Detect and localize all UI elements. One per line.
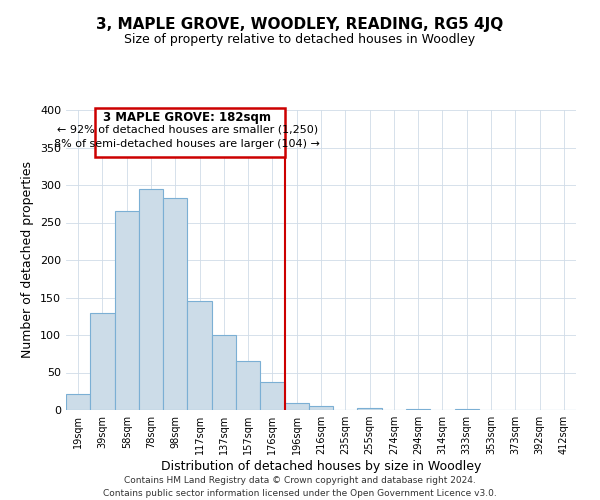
Text: 3, MAPLE GROVE, WOODLEY, READING, RG5 4JQ: 3, MAPLE GROVE, WOODLEY, READING, RG5 4J… bbox=[97, 18, 503, 32]
Bar bbox=[284, 403, 309, 410]
Bar bbox=[309, 406, 333, 410]
Bar bbox=[66, 394, 90, 410]
Text: 3 MAPLE GROVE: 182sqm: 3 MAPLE GROVE: 182sqm bbox=[103, 112, 271, 124]
Text: Contains public sector information licensed under the Open Government Licence v3: Contains public sector information licen… bbox=[103, 489, 497, 498]
X-axis label: Distribution of detached houses by size in Woodley: Distribution of detached houses by size … bbox=[161, 460, 481, 473]
Bar bbox=[455, 409, 479, 410]
Bar bbox=[115, 211, 139, 410]
Text: Contains HM Land Registry data © Crown copyright and database right 2024.: Contains HM Land Registry data © Crown c… bbox=[124, 476, 476, 485]
Bar bbox=[90, 312, 115, 410]
Bar bbox=[95, 108, 284, 156]
Bar bbox=[406, 408, 430, 410]
Bar bbox=[212, 335, 236, 410]
Text: Size of property relative to detached houses in Woodley: Size of property relative to detached ho… bbox=[124, 32, 476, 46]
Bar bbox=[358, 408, 382, 410]
Text: ← 92% of detached houses are smaller (1,250)
8% of semi-detached houses are larg: ← 92% of detached houses are smaller (1,… bbox=[55, 125, 320, 149]
Bar bbox=[260, 382, 284, 410]
Y-axis label: Number of detached properties: Number of detached properties bbox=[22, 162, 34, 358]
Bar bbox=[236, 361, 260, 410]
Bar bbox=[187, 300, 212, 410]
Bar bbox=[163, 198, 187, 410]
Bar bbox=[139, 188, 163, 410]
